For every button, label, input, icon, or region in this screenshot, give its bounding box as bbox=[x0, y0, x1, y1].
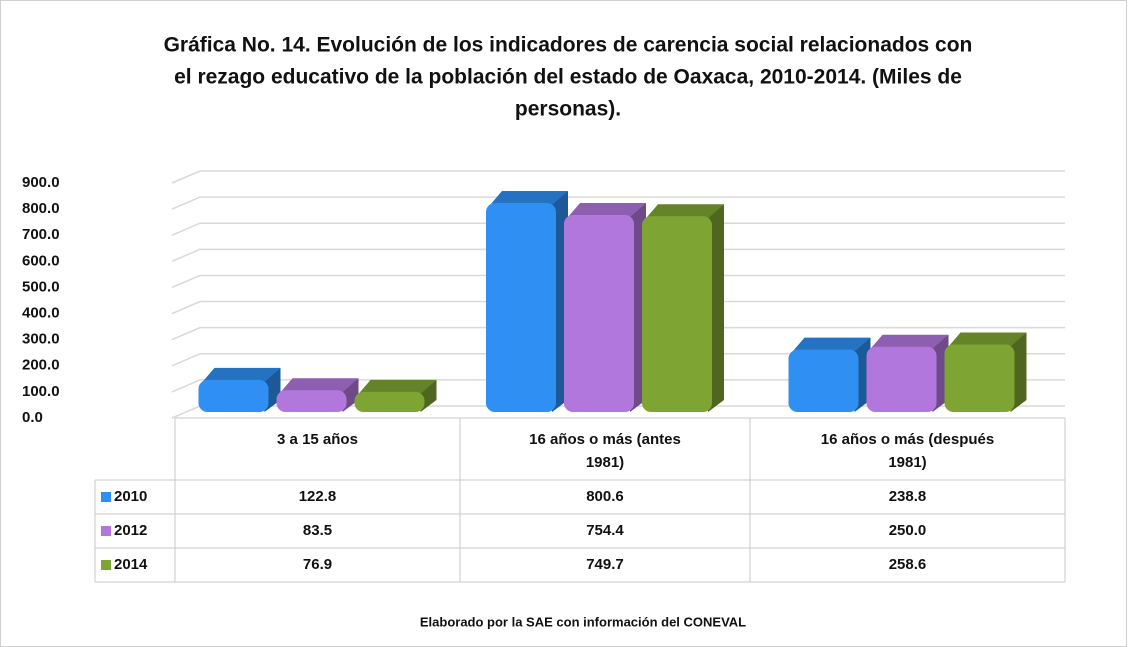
table-value: 749.7 bbox=[586, 556, 624, 573]
table-value: 76.9 bbox=[303, 556, 332, 573]
bar bbox=[642, 216, 712, 412]
legend-label: 2012 bbox=[114, 522, 147, 539]
grid-line bbox=[171, 248, 1065, 263]
grid-line bbox=[171, 222, 1065, 236]
grid-line bbox=[171, 300, 1065, 315]
grid-line bbox=[171, 274, 1065, 289]
grid-line bbox=[171, 379, 1065, 393]
y-tick-label: 500.0 bbox=[22, 278, 60, 295]
bar-side bbox=[342, 378, 359, 412]
table-value: 122.8 bbox=[299, 488, 337, 505]
bar-top bbox=[948, 332, 1027, 347]
bar bbox=[788, 349, 859, 412]
bar bbox=[354, 391, 425, 412]
y-tick-label: 600.0 bbox=[22, 252, 60, 269]
bar-top bbox=[202, 367, 281, 382]
legend-key bbox=[101, 526, 111, 536]
table-value: 238.8 bbox=[889, 488, 927, 505]
x-tick-label: 1981) bbox=[586, 454, 624, 471]
y-tick-label: 900.0 bbox=[22, 174, 60, 191]
x-tick-label: 16 años o más (antes bbox=[529, 431, 681, 448]
legend-key bbox=[101, 492, 111, 502]
grid-line bbox=[171, 326, 1065, 341]
y-tick-label: 0.0 bbox=[22, 409, 43, 426]
bar-top bbox=[358, 379, 437, 394]
bar-top bbox=[646, 204, 724, 219]
bar-top bbox=[490, 190, 568, 205]
y-tick-label: 100.0 bbox=[22, 383, 60, 400]
bar bbox=[276, 390, 347, 412]
bar bbox=[564, 215, 634, 412]
y-tick-label: 400.0 bbox=[22, 305, 60, 322]
table-value: 754.4 bbox=[586, 522, 624, 539]
legend-key bbox=[101, 560, 111, 570]
bar bbox=[198, 379, 269, 412]
bar-top bbox=[870, 334, 949, 349]
grid-line bbox=[171, 196, 1065, 210]
table-value: 800.6 bbox=[586, 488, 624, 505]
x-tick-label: 3 a 15 años bbox=[277, 431, 358, 448]
legend-label: 2014 bbox=[114, 556, 148, 573]
bar bbox=[944, 344, 1015, 412]
legend-label: 2010 bbox=[114, 488, 147, 505]
table-value: 83.5 bbox=[303, 522, 332, 539]
y-tick-label: 300.0 bbox=[22, 331, 60, 348]
x-tick-label: 16 años o más (después bbox=[821, 431, 994, 448]
bar-top bbox=[280, 378, 359, 393]
bar bbox=[866, 346, 937, 412]
source-note: Elaborado por la SAE con información del… bbox=[420, 614, 746, 629]
table-value: 250.0 bbox=[889, 522, 927, 539]
chart-title: Gráfica No. 14. Evolución de los indicad… bbox=[164, 34, 973, 57]
x-tick-label: 1981) bbox=[888, 454, 926, 471]
bar bbox=[486, 202, 556, 412]
grid-line bbox=[171, 353, 1065, 367]
chart-title: el rezago educativo de la población del … bbox=[174, 66, 962, 89]
table-value: 258.6 bbox=[889, 556, 927, 573]
grid-line bbox=[171, 170, 1065, 184]
bar-top bbox=[792, 337, 871, 352]
chart-title: personas). bbox=[515, 98, 621, 121]
bar-top bbox=[568, 203, 646, 218]
y-tick-label: 200.0 bbox=[22, 357, 60, 374]
bar-side bbox=[420, 379, 437, 412]
y-tick-label: 700.0 bbox=[22, 226, 60, 243]
y-tick-label: 800.0 bbox=[22, 200, 60, 217]
